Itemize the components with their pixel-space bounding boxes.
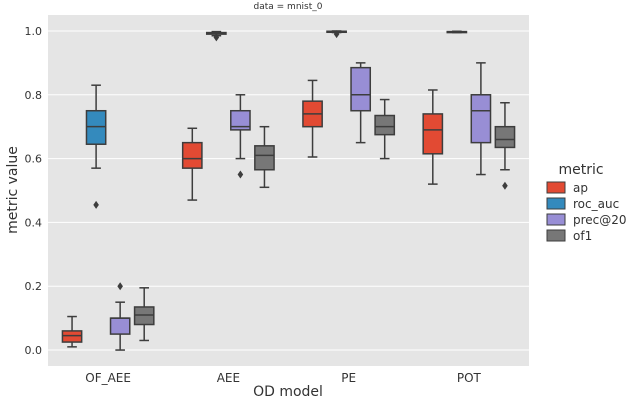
box-prec@20 [109, 282, 131, 351]
box-iqr [254, 145, 275, 171]
legend-swatch [546, 213, 566, 226]
legend-label: roc_auc [573, 197, 619, 211]
x-tick-label: OF_AEE [85, 371, 131, 385]
x-tick-label: POT [457, 371, 482, 385]
x-axis-ticks: OF_AEE AEE PE POT [85, 371, 481, 385]
x-tick-label: AEE [217, 371, 240, 385]
y-tick-label: 0.4 [25, 216, 43, 229]
box-prec@20 [470, 62, 492, 176]
box-iqr [374, 114, 396, 136]
legend: metric ap roc_auc prec@20 of1 [546, 162, 627, 243]
legend-label: prec@20 [573, 213, 627, 227]
box-iqr [350, 66, 372, 112]
box-ap [302, 79, 323, 158]
y-tick-label: 0.6 [25, 153, 43, 166]
box-of1 [374, 98, 396, 160]
y-axis-label: metric value [5, 146, 21, 234]
box-roc_auc [205, 30, 227, 42]
plot-area [48, 15, 529, 366]
outlier-point [93, 200, 99, 209]
y-tick-label: 1.0 [25, 25, 43, 38]
box-of1 [494, 102, 516, 190]
box-iqr [181, 141, 203, 169]
outlier-point [333, 30, 340, 39]
y-tick-label: 0.8 [25, 89, 43, 102]
outlier-point [213, 33, 220, 42]
box-iqr [109, 317, 131, 335]
box-iqr [61, 330, 83, 343]
x-axis-label: OD model [253, 384, 323, 400]
box-of1 [133, 287, 155, 342]
box-ap [181, 127, 203, 201]
x-tick-label: PE [341, 371, 356, 385]
legend-swatch [546, 229, 566, 242]
box-roc_auc [326, 30, 347, 39]
y-tick-label: 0.0 [25, 344, 43, 357]
box-roc_auc [446, 30, 468, 34]
outlier-point [237, 170, 244, 179]
legend-label: ap [573, 181, 588, 195]
box-prec@20 [230, 94, 251, 179]
box-of1 [254, 125, 275, 189]
box-iqr [470, 94, 492, 144]
box-prec@20 [350, 62, 372, 144]
box-series [61, 30, 516, 351]
chart-title: data = mnist_0 [254, 2, 323, 12]
box-iqr [230, 109, 251, 131]
box-iqr [85, 109, 107, 145]
legend-label: of1 [573, 229, 592, 243]
box-roc_auc [85, 84, 107, 209]
legend-title: metric [558, 162, 603, 178]
outlier-point [117, 282, 123, 291]
box-iqr [133, 306, 155, 326]
y-tick-label: 0.2 [25, 280, 43, 293]
legend-swatch [546, 181, 566, 194]
box-iqr [494, 125, 516, 149]
box-ap [61, 315, 83, 348]
y-axis-ticks: 0.0 0.2 0.4 0.6 0.8 1.0 [25, 25, 43, 357]
box-ap [422, 89, 444, 185]
box-iqr [422, 113, 444, 155]
legend-swatch [546, 197, 566, 210]
outlier-point [502, 181, 508, 190]
